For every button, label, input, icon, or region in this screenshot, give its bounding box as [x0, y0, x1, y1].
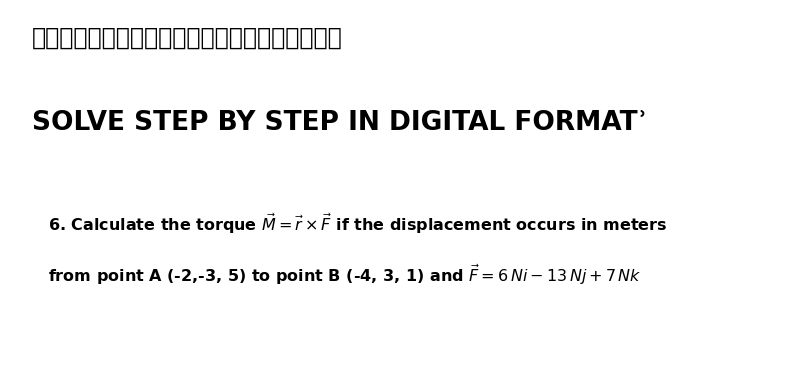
- Text: デジタル形式で段階的に解決　　ありがとう！！: デジタル形式で段階的に解決 ありがとう！！: [32, 26, 342, 50]
- Text: SOLVE STEP BY STEP IN DIGITAL FORMATʾ: SOLVE STEP BY STEP IN DIGITAL FORMATʾ: [32, 110, 647, 135]
- Text: 6. Calculate the torque $\vec{M}=\vec{r}\times\vec{F}$ if the displacement occur: 6. Calculate the torque $\vec{M}=\vec{r}…: [48, 212, 667, 236]
- Text: from point A (-2,-3, 5) to point B (-4, 3, 1) and $\vec{F}=6\,Ni-13\,Nj+7\,Nk$: from point A (-2,-3, 5) to point B (-4, …: [48, 263, 642, 287]
